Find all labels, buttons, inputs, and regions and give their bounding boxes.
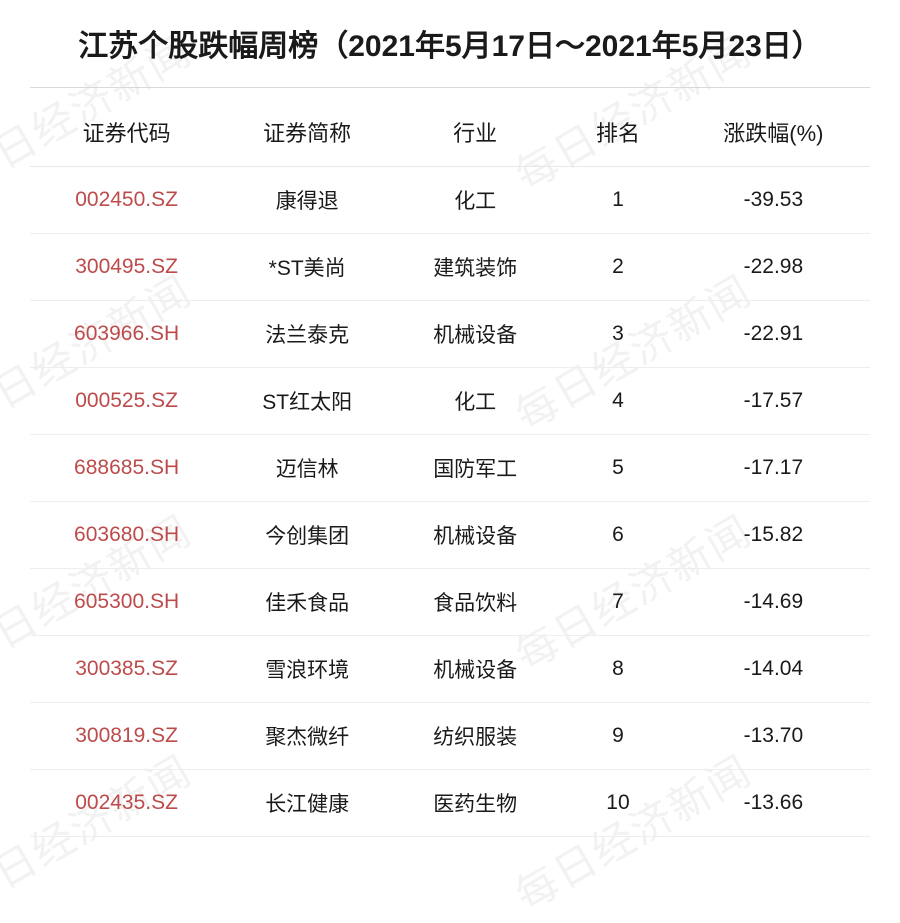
cell-rank: 3 bbox=[559, 301, 677, 368]
cell-name: 法兰泰克 bbox=[223, 301, 391, 368]
cell-change: -22.91 bbox=[677, 301, 870, 368]
table-row: 300385.SZ雪浪环境机械设备8-14.04 bbox=[30, 636, 870, 703]
cell-industry: 机械设备 bbox=[391, 636, 559, 703]
cell-name: 长江健康 bbox=[223, 770, 391, 837]
cell-change: -15.82 bbox=[677, 502, 870, 569]
stock-decline-table: 证券代码证券简称行业排名涨跌幅(%) 002450.SZ康得退化工1-39.53… bbox=[30, 98, 870, 837]
cell-code: 300819.SZ bbox=[30, 703, 223, 770]
cell-industry: 纺织服装 bbox=[391, 703, 559, 770]
cell-rank: 2 bbox=[559, 234, 677, 301]
cell-rank: 6 bbox=[559, 502, 677, 569]
table-row: 605300.SH佳禾食品食品饮料7-14.69 bbox=[30, 569, 870, 636]
cell-rank: 4 bbox=[559, 368, 677, 435]
cell-code: 605300.SH bbox=[30, 569, 223, 636]
cell-industry: 化工 bbox=[391, 368, 559, 435]
table-row: 688685.SH迈信林国防军工5-17.17 bbox=[30, 435, 870, 502]
cell-change: -22.98 bbox=[677, 234, 870, 301]
cell-industry: 化工 bbox=[391, 167, 559, 234]
cell-name: 雪浪环境 bbox=[223, 636, 391, 703]
cell-change: -14.04 bbox=[677, 636, 870, 703]
cell-name: 迈信林 bbox=[223, 435, 391, 502]
table-row: 300819.SZ聚杰微纤纺织服装9-13.70 bbox=[30, 703, 870, 770]
title-divider bbox=[30, 87, 870, 88]
cell-code: 603966.SH bbox=[30, 301, 223, 368]
cell-code: 002435.SZ bbox=[30, 770, 223, 837]
column-header-rank: 排名 bbox=[559, 98, 677, 167]
cell-change: -39.53 bbox=[677, 167, 870, 234]
cell-code: 000525.SZ bbox=[30, 368, 223, 435]
cell-rank: 5 bbox=[559, 435, 677, 502]
cell-industry: 国防军工 bbox=[391, 435, 559, 502]
cell-change: -17.17 bbox=[677, 435, 870, 502]
table-header-row: 证券代码证券简称行业排名涨跌幅(%) bbox=[30, 98, 870, 167]
column-header-code: 证券代码 bbox=[30, 98, 223, 167]
page-title: 江苏个股跌幅周榜（2021年5月17日～2021年5月23日） bbox=[30, 24, 870, 69]
column-header-name: 证券简称 bbox=[223, 98, 391, 167]
cell-rank: 1 bbox=[559, 167, 677, 234]
cell-code: 300385.SZ bbox=[30, 636, 223, 703]
cell-rank: 10 bbox=[559, 770, 677, 837]
cell-industry: 机械设备 bbox=[391, 502, 559, 569]
cell-name: 今创集团 bbox=[223, 502, 391, 569]
table-row: 603966.SH法兰泰克机械设备3-22.91 bbox=[30, 301, 870, 368]
cell-code: 688685.SH bbox=[30, 435, 223, 502]
cell-change: -13.66 bbox=[677, 770, 870, 837]
cell-change: -17.57 bbox=[677, 368, 870, 435]
table-header: 证券代码证券简称行业排名涨跌幅(%) bbox=[30, 98, 870, 167]
column-header-industry: 行业 bbox=[391, 98, 559, 167]
cell-change: -14.69 bbox=[677, 569, 870, 636]
cell-name: ST红太阳 bbox=[223, 368, 391, 435]
table-row: 603680.SH今创集团机械设备6-15.82 bbox=[30, 502, 870, 569]
cell-industry: 机械设备 bbox=[391, 301, 559, 368]
cell-industry: 建筑装饰 bbox=[391, 234, 559, 301]
cell-name: 佳禾食品 bbox=[223, 569, 391, 636]
cell-code: 300495.SZ bbox=[30, 234, 223, 301]
cell-rank: 9 bbox=[559, 703, 677, 770]
cell-rank: 8 bbox=[559, 636, 677, 703]
cell-code: 603680.SH bbox=[30, 502, 223, 569]
table-row: 002450.SZ康得退化工1-39.53 bbox=[30, 167, 870, 234]
table-row: 002435.SZ长江健康医药生物10-13.66 bbox=[30, 770, 870, 837]
table-row: 300495.SZ*ST美尚建筑装饰2-22.98 bbox=[30, 234, 870, 301]
table-body: 002450.SZ康得退化工1-39.53300495.SZ*ST美尚建筑装饰2… bbox=[30, 167, 870, 837]
cell-name: 康得退 bbox=[223, 167, 391, 234]
column-header-change: 涨跌幅(%) bbox=[677, 98, 870, 167]
cell-name: *ST美尚 bbox=[223, 234, 391, 301]
cell-change: -13.70 bbox=[677, 703, 870, 770]
content-area: 江苏个股跌幅周榜（2021年5月17日～2021年5月23日） 证券代码证券简称… bbox=[0, 0, 900, 837]
cell-name: 聚杰微纤 bbox=[223, 703, 391, 770]
cell-rank: 7 bbox=[559, 569, 677, 636]
cell-industry: 食品饮料 bbox=[391, 569, 559, 636]
table-row: 000525.SZST红太阳化工4-17.57 bbox=[30, 368, 870, 435]
cell-code: 002450.SZ bbox=[30, 167, 223, 234]
cell-industry: 医药生物 bbox=[391, 770, 559, 837]
